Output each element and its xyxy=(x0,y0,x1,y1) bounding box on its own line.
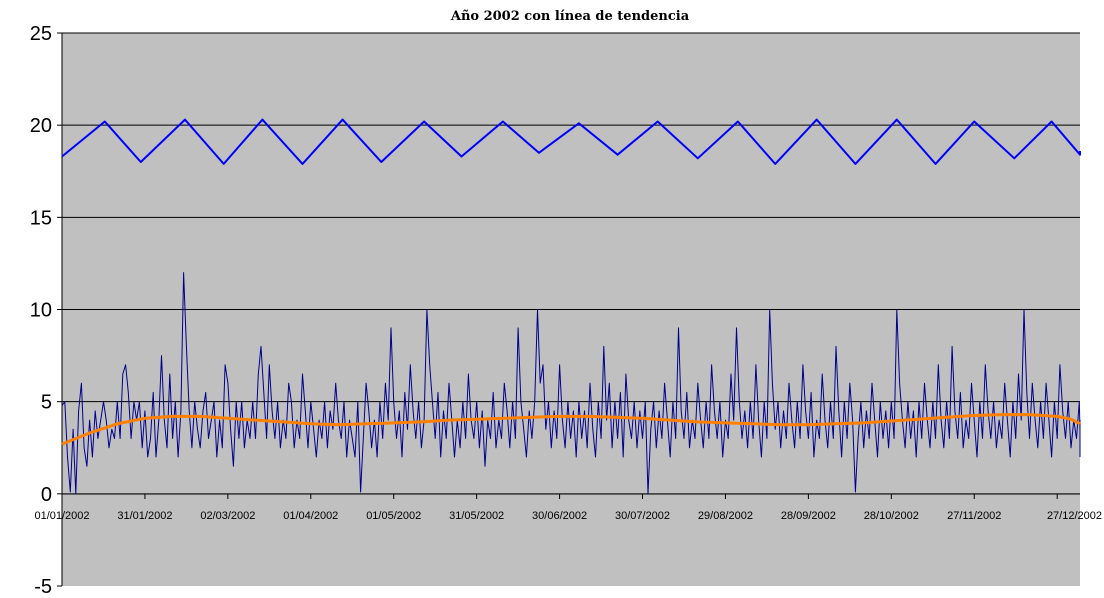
x-tick-label: 02/03/2002 xyxy=(200,510,255,522)
x-tick-label: 31/01/2002 xyxy=(117,510,172,522)
series-line-daily xyxy=(61,272,1081,495)
series-line-upper xyxy=(61,118,1081,165)
x-tick-label: 01/01/2002 xyxy=(34,510,89,522)
y-tick-label: 20 xyxy=(30,115,52,137)
y-tick-label: 5 xyxy=(41,392,52,414)
x-tick-label: 01/04/2002 xyxy=(283,510,338,522)
x-tick-label: 01/05/2002 xyxy=(366,510,421,522)
x-tick-label: 31/05/2002 xyxy=(449,510,504,522)
x-axis-ticks: 01/01/2002 31/01/2002 02/03/2002 01/04/2002… xyxy=(34,493,1102,522)
y-tick-label: 15 xyxy=(30,207,52,229)
y-tick-label: 10 xyxy=(30,300,52,322)
y-tick-label: -5 xyxy=(34,576,52,598)
x-tick-label: 28/10/2002 xyxy=(864,510,919,522)
x-tick-label: 28/09/2002 xyxy=(781,510,836,522)
series-line-trend xyxy=(61,413,1081,446)
x-tick-label: 30/07/2002 xyxy=(615,510,670,522)
y-axis-ticks: 25 20 15 10 5 0 -5 xyxy=(30,23,62,598)
series-group xyxy=(61,118,1081,495)
y-tick-label: 25 xyxy=(30,23,52,45)
chart-title: Año 2002 con línea de tendencia xyxy=(450,9,690,24)
x-tick-label: 30/06/2002 xyxy=(532,510,587,522)
y-tick-label: 0 xyxy=(41,484,52,506)
x-tick-label: 29/08/2002 xyxy=(698,510,753,522)
x-tick-label: 27/12/2002 xyxy=(1047,510,1102,522)
x-tick-label: 27/11/2002 xyxy=(947,510,1001,522)
